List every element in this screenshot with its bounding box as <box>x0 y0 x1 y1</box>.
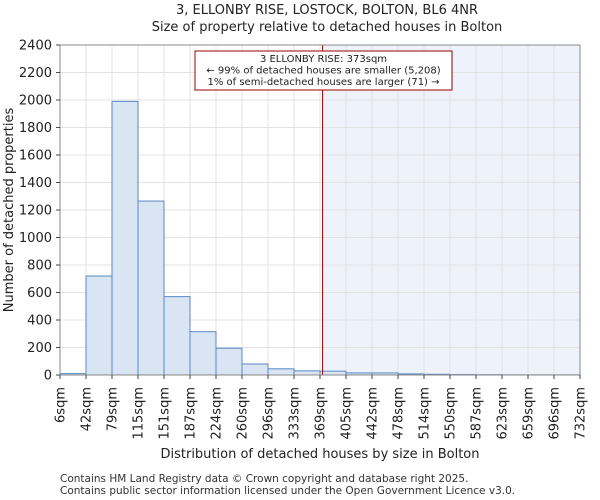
x-tick-label: 478sqm <box>392 387 407 440</box>
y-tick-label: 1600 <box>19 149 52 164</box>
x-tick-label: 79sqm <box>106 387 121 431</box>
x-tick-label: 442sqm <box>366 387 381 440</box>
footer-line2: Contains public sector information licen… <box>60 485 516 497</box>
y-tick-label: 2400 <box>19 39 52 54</box>
x-tick-label: 623sqm <box>496 387 511 440</box>
x-tick-label: 514sqm <box>418 387 433 440</box>
x-tick-label: 369sqm <box>314 387 329 440</box>
chart-title-line2: Size of property relative to detached ho… <box>152 20 503 35</box>
y-tick-label: 1000 <box>19 231 52 246</box>
x-axis-label: Distribution of detached houses by size … <box>160 447 479 462</box>
x-tick-label: 550sqm <box>444 387 459 440</box>
x-tick-label: 42sqm <box>80 387 95 431</box>
bar-151sqm <box>163 296 191 376</box>
bar-224sqm <box>215 347 243 376</box>
chart-title-line1: 3, ELLONBY RISE, LOSTOCK, BOLTON, BL6 4N… <box>176 3 478 18</box>
y-tick-label: 1400 <box>19 176 52 191</box>
y-axis-label: Number of detached properties <box>2 108 17 313</box>
x-tick-label: 224sqm <box>210 387 225 440</box>
y-tick-label: 1200 <box>19 204 52 219</box>
bar-42sqm <box>85 275 113 376</box>
bar-333sqm <box>293 370 321 376</box>
y-tick-label: 200 <box>27 341 52 356</box>
x-tick-label: 260sqm <box>236 387 251 440</box>
y-tick-label: 1800 <box>19 121 52 136</box>
x-tick-label: 696sqm <box>548 387 563 440</box>
y-tick-label: 800 <box>27 259 52 274</box>
y-tick-label: 400 <box>27 314 52 329</box>
x-tick-label: 587sqm <box>470 387 485 440</box>
bar-79sqm <box>111 100 139 376</box>
bar-115sqm <box>137 200 165 376</box>
x-tick-label: 333sqm <box>288 387 303 440</box>
annotation-line-1: 3 ELLONBY RISE: 373sqm <box>260 54 387 65</box>
x-tick-label: 6sqm <box>54 387 69 423</box>
x-tick-label: 405sqm <box>340 387 355 440</box>
x-tick-label: 151sqm <box>158 387 173 440</box>
annotation-box <box>194 50 453 91</box>
x-tick-label: 187sqm <box>184 387 199 440</box>
x-tick-label: 296sqm <box>262 387 277 440</box>
x-tick-label: 732sqm <box>574 387 589 440</box>
bar-187sqm <box>189 331 217 376</box>
annotation-line-3: 1% of semi-detached houses are larger (7… <box>207 77 439 88</box>
x-tick-label: 115sqm <box>132 387 147 440</box>
footer-line1: Contains HM Land Registry data © Crown c… <box>60 473 469 485</box>
bar-296sqm <box>267 368 295 376</box>
annotation-line-2: ← 99% of detached houses are smaller (5,… <box>206 66 440 77</box>
bar-260sqm <box>241 363 269 376</box>
y-tick-label: 2000 <box>19 94 52 109</box>
y-tick-label: 600 <box>27 286 52 301</box>
x-tick-label: 659sqm <box>522 387 537 440</box>
y-tick-label: 2200 <box>19 66 52 81</box>
y-tick-label: 0 <box>44 369 52 384</box>
bar-369sqm <box>319 370 347 376</box>
